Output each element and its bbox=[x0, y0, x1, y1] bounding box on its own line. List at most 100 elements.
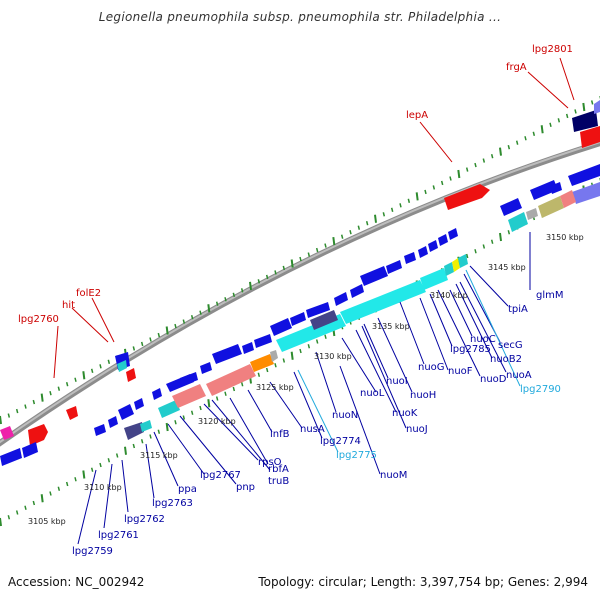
gene-label[interactable]: nuoN bbox=[332, 410, 358, 421]
gene-arrow[interactable] bbox=[94, 424, 106, 436]
gene-block[interactable] bbox=[140, 420, 152, 432]
gene-label-red[interactable]: lpg2760 bbox=[18, 314, 59, 325]
gene-arrow[interactable] bbox=[118, 404, 134, 420]
gene-arrow[interactable] bbox=[404, 252, 416, 264]
gene-block[interactable] bbox=[340, 280, 426, 324]
gene-label-cyan[interactable]: lpg2790 bbox=[520, 384, 561, 395]
gene-label[interactable]: nuoI bbox=[386, 376, 408, 387]
gene-arrow[interactable] bbox=[0, 448, 22, 466]
gene-block[interactable] bbox=[508, 212, 528, 232]
gene-label[interactable]: infB bbox=[270, 429, 290, 440]
gene-label[interactable]: glmM bbox=[536, 290, 564, 301]
gene-arrow[interactable] bbox=[334, 292, 348, 306]
gene-label[interactable]: lpg2759 bbox=[72, 546, 113, 557]
gene-label[interactable]: lpg2763 bbox=[152, 498, 193, 509]
gene-block[interactable] bbox=[458, 254, 468, 268]
gene-label[interactable]: nuoA bbox=[506, 370, 532, 381]
gene-label[interactable]: secG bbox=[498, 340, 523, 351]
gene-block[interactable] bbox=[538, 196, 564, 218]
gene-arrow[interactable] bbox=[28, 424, 48, 446]
gene-label[interactable]: nuoM bbox=[380, 470, 407, 481]
gene-arrow[interactable] bbox=[180, 372, 198, 386]
gene-label-red[interactable]: lepA bbox=[406, 110, 428, 121]
gene-arrow[interactable] bbox=[594, 100, 600, 114]
gene-arrow[interactable] bbox=[448, 228, 458, 240]
gene-arrow[interactable] bbox=[126, 368, 136, 382]
gene-arrow[interactable] bbox=[500, 198, 522, 216]
gene-block[interactable] bbox=[206, 364, 256, 396]
gene-label[interactable]: lpg2785 bbox=[450, 344, 491, 355]
gene-label[interactable]: lpg2774 bbox=[320, 436, 361, 447]
gene-label[interactable]: nuoH bbox=[410, 390, 436, 401]
gene-label-cyan[interactable]: lpg2775 bbox=[336, 450, 377, 461]
gene-label[interactable]: nuoC bbox=[470, 334, 496, 345]
gene-label[interactable]: rpsO bbox=[258, 457, 282, 468]
gene-arrow[interactable] bbox=[290, 312, 306, 326]
gene-label[interactable]: rbfA bbox=[268, 464, 289, 475]
gene-arrow[interactable] bbox=[270, 318, 292, 336]
gene-block[interactable] bbox=[420, 268, 448, 290]
gene-arrow[interactable] bbox=[438, 234, 448, 246]
tick-mark bbox=[90, 467, 94, 472]
gene-arrow[interactable] bbox=[200, 362, 212, 374]
gene-block[interactable] bbox=[452, 258, 460, 272]
gene-arrow[interactable] bbox=[530, 180, 558, 200]
gene-label[interactable]: nuoJ bbox=[406, 424, 428, 435]
gene-arrow[interactable] bbox=[568, 164, 600, 186]
gene-label[interactable]: nuoD bbox=[480, 374, 507, 385]
gene-label[interactable]: nuoF bbox=[448, 366, 473, 377]
gene-block[interactable] bbox=[124, 422, 144, 440]
gene-arrow[interactable] bbox=[386, 260, 402, 274]
gene-arrow[interactable] bbox=[350, 284, 364, 298]
gene-block[interactable] bbox=[250, 354, 274, 372]
gene-block[interactable] bbox=[158, 400, 180, 418]
tick-mark bbox=[157, 332, 161, 338]
gene-block[interactable] bbox=[310, 310, 338, 330]
gene-arrow[interactable] bbox=[572, 110, 598, 132]
gene-label[interactable]: nuoK bbox=[392, 408, 418, 419]
gene-arrow[interactable] bbox=[428, 240, 438, 252]
gene-block[interactable] bbox=[560, 190, 576, 208]
tick-mark bbox=[307, 252, 311, 257]
gene-arrow[interactable] bbox=[134, 398, 144, 410]
gene-label-red[interactable]: hit bbox=[62, 300, 75, 311]
gene-arrow[interactable] bbox=[254, 334, 272, 348]
gene-block[interactable] bbox=[444, 262, 454, 276]
tick-mark bbox=[490, 239, 494, 244]
gene-arrow[interactable] bbox=[212, 344, 242, 364]
gene-arrow[interactable] bbox=[117, 360, 127, 372]
gene-label[interactable]: ppa bbox=[178, 484, 197, 495]
tick-mark bbox=[57, 486, 61, 491]
gene-arrow[interactable] bbox=[0, 426, 14, 440]
gene-label[interactable]: pnp bbox=[236, 482, 255, 493]
gene-label[interactable]: lpg2762 bbox=[124, 514, 165, 525]
gene-label-red[interactable]: frgA bbox=[506, 62, 527, 73]
gene-label[interactable]: nuoL bbox=[360, 388, 385, 399]
gene-arrow[interactable] bbox=[418, 246, 428, 258]
gene-block[interactable] bbox=[270, 350, 278, 362]
gene-label[interactable]: lpg2761 bbox=[98, 530, 139, 541]
gene-arrow[interactable] bbox=[242, 342, 254, 354]
gene-arrow[interactable] bbox=[360, 266, 388, 286]
gene-label[interactable]: nuoG bbox=[418, 362, 445, 373]
tick-mark bbox=[140, 439, 144, 444]
gene-label[interactable]: nuoB2 bbox=[490, 354, 522, 365]
gene-arrow[interactable] bbox=[572, 182, 600, 204]
gene-arrow[interactable] bbox=[550, 182, 562, 194]
gene-arrow[interactable] bbox=[580, 126, 600, 148]
gene-arrow[interactable] bbox=[22, 442, 38, 458]
gene-label[interactable]: nusA bbox=[300, 424, 325, 435]
gene-label-red[interactable]: folE2 bbox=[76, 288, 101, 299]
gene-label-red[interactable]: lpg2801 bbox=[532, 44, 573, 55]
gene-block[interactable] bbox=[172, 384, 206, 408]
gene-arrow[interactable] bbox=[66, 406, 78, 420]
gene-arrow[interactable] bbox=[306, 302, 330, 318]
scale-label: 3125 kbp bbox=[256, 383, 294, 392]
gene-arrow[interactable] bbox=[108, 416, 118, 428]
gene-label[interactable]: tpiA bbox=[508, 304, 528, 315]
gene-label[interactable]: lpg2767 bbox=[200, 470, 241, 481]
gene-arrow[interactable] bbox=[152, 388, 162, 400]
gene-label[interactable]: truB bbox=[268, 476, 289, 487]
gene-arrow[interactable] bbox=[444, 184, 490, 210]
gene-block[interactable] bbox=[526, 208, 538, 220]
